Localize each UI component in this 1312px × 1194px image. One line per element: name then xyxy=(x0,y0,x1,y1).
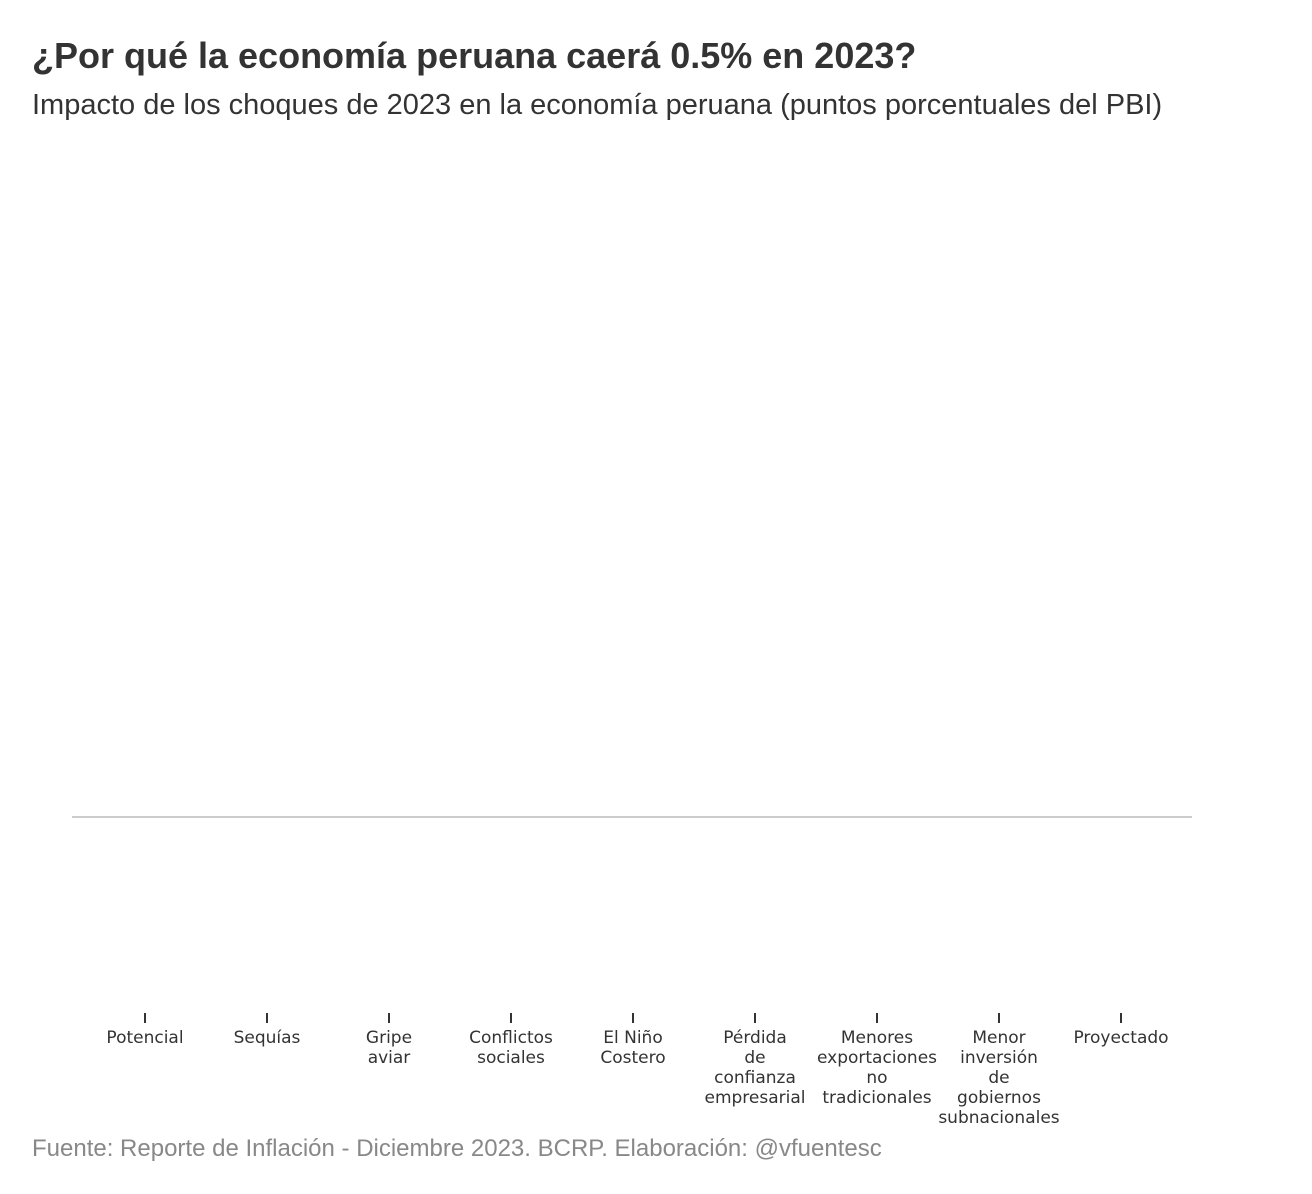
label-line: El Niño xyxy=(603,1028,662,1048)
label-line: confianza xyxy=(714,1068,796,1088)
label-line: Proyectado xyxy=(1073,1028,1168,1048)
label-line: Conflictos xyxy=(469,1028,553,1048)
x-tick-label: Conflictos sociales xyxy=(469,1028,553,1068)
chart-title: ¿Por qué la economía peruana caerá 0.5% … xyxy=(32,35,916,76)
label-line: exportaciones xyxy=(817,1048,937,1068)
label-line: sociales xyxy=(477,1048,545,1068)
label-line: de xyxy=(988,1068,1009,1088)
label-line: subnacionales xyxy=(938,1108,1059,1128)
label-line: Pérdida xyxy=(723,1028,787,1048)
x-tick-label: El Niño Costero xyxy=(600,1028,665,1068)
x-tick-label: Proyectado xyxy=(1073,1028,1168,1048)
x-tick-label: Potencial xyxy=(106,1028,183,1048)
x-tick-label: Sequías xyxy=(234,1028,301,1048)
chart-subtitle: Impacto de los choques de 2023 en la eco… xyxy=(32,89,1162,121)
label-line: de xyxy=(744,1048,765,1068)
label-line: Potencial xyxy=(106,1028,183,1048)
label-line: tradicionales xyxy=(822,1088,931,1108)
label-line: inversión xyxy=(960,1048,1038,1068)
x-tick-label: Menores exportaciones no tradicionales xyxy=(817,1028,937,1108)
label-line: Menor xyxy=(972,1028,1025,1048)
label-line: gobiernos xyxy=(957,1088,1041,1108)
label-line: Costero xyxy=(600,1048,665,1068)
label-line: empresarial xyxy=(704,1088,805,1108)
label-line: no xyxy=(866,1068,887,1088)
source: Fuente: Reporte de Inflación - Diciembre… xyxy=(32,1135,882,1162)
x-tick-label: Pérdida de confianza empresarial xyxy=(704,1028,805,1108)
x-tick-label: Gripe aviar xyxy=(366,1028,412,1068)
label-line: Gripe xyxy=(366,1028,412,1048)
x-tick-label: Menor inversión de gobiernos subnacionales xyxy=(938,1028,1059,1128)
label-line: Menores xyxy=(841,1028,913,1048)
label-line: aviar xyxy=(368,1048,411,1068)
label-line: Sequías xyxy=(234,1028,301,1048)
